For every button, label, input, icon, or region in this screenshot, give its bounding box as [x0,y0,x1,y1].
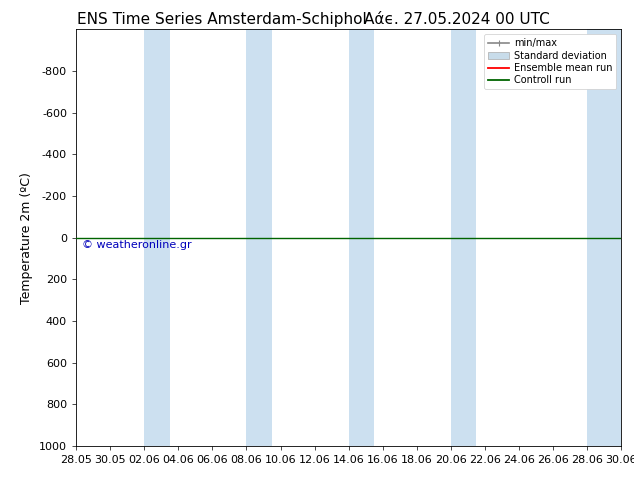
Bar [587,29,621,446]
Y-axis label: Temperature 2m (ºC): Temperature 2m (ºC) [20,172,34,304]
Bar [451,29,477,446]
Text: Αάϵ. 27.05.2024 00 UTC: Αάϵ. 27.05.2024 00 UTC [364,12,549,27]
Bar [349,29,374,446]
Text: ENS Time Series Amsterdam-Schiphol: ENS Time Series Amsterdam-Schiphol [77,12,367,27]
Legend: min/max, Standard deviation, Ensemble mean run, Controll run: min/max, Standard deviation, Ensemble me… [484,34,616,89]
Bar [247,29,272,446]
Bar [144,29,170,446]
Text: © weatheronline.gr: © weatheronline.gr [82,240,191,250]
